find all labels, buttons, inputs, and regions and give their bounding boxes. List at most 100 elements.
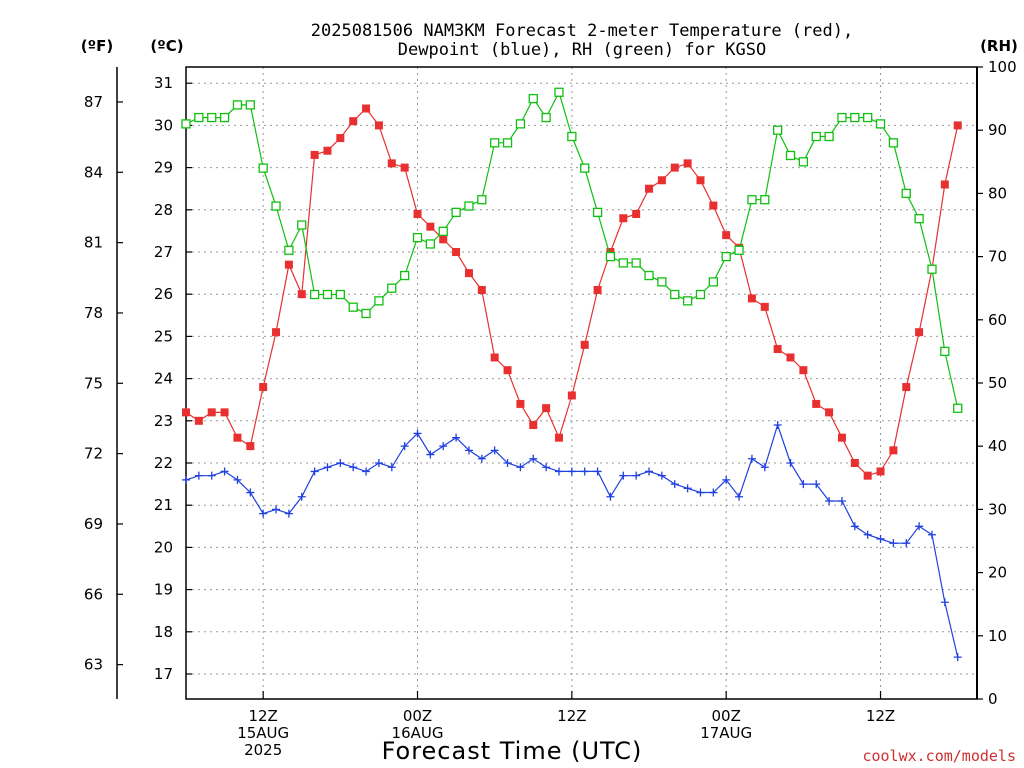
series-lines	[181, 87, 963, 662]
celsius-tick-label: 28	[154, 201, 173, 219]
dewpoint-point	[657, 471, 666, 480]
dewpoint-point	[542, 463, 551, 472]
rh-point	[824, 131, 834, 142]
rh-point	[940, 346, 950, 357]
chart-title-line1: 2025081506 NAM3KM Forecast 2-meter Tempe…	[311, 21, 853, 41]
temperature-point	[850, 459, 859, 467]
dewpoint-point	[786, 459, 795, 467]
rh-point	[708, 277, 718, 287]
temperature-point	[336, 134, 345, 143]
grid-lines	[186, 67, 977, 699]
temperature-point	[516, 399, 525, 408]
temperature-point	[477, 285, 486, 294]
dewpoint-point	[580, 467, 589, 476]
dewpoint-point	[362, 467, 371, 476]
rh-point	[194, 112, 204, 123]
dewpoint-point	[374, 459, 383, 467]
dewpoint-point	[246, 488, 255, 497]
dewpoint-point	[400, 442, 409, 451]
dewpoint-point	[747, 454, 756, 463]
rh-point	[734, 245, 744, 255]
temperature-point	[452, 248, 461, 256]
temperature-point	[246, 442, 255, 451]
temperature-point	[645, 184, 654, 193]
fahrenheit-tick-label: 81	[84, 234, 103, 252]
dewpoint-point	[272, 505, 281, 514]
rh-point	[232, 100, 243, 110]
dewpoint-point	[722, 475, 731, 484]
dewpoint-point	[490, 446, 499, 455]
dewpoint-point	[439, 442, 448, 451]
rh-point	[374, 296, 384, 306]
temperature-point	[709, 201, 718, 210]
celsius-tick-label: 22	[154, 454, 173, 472]
rh-point	[502, 138, 513, 148]
dewpoint-point	[593, 467, 602, 476]
rh-point	[438, 226, 448, 236]
celsius-tick-label: 20	[154, 538, 173, 556]
x-tick-label: 17AUG	[700, 724, 752, 742]
dewpoint-point	[709, 488, 718, 497]
temperature-point	[233, 433, 242, 442]
dewpoint-point	[336, 459, 345, 467]
temperature-point	[915, 328, 924, 337]
rh-point	[618, 258, 628, 268]
fahrenheit-tick-label: 75	[84, 374, 103, 392]
temperature-point	[657, 176, 666, 185]
rh-tick-label: 40	[988, 437, 1007, 455]
rh-tick-label: 50	[988, 374, 1007, 392]
temperature-point	[889, 446, 898, 455]
temperature-point	[490, 353, 499, 362]
dewpoint-point	[567, 467, 576, 476]
rh-point	[541, 112, 551, 123]
temperature-point	[747, 294, 756, 303]
dewpoint-point	[323, 463, 332, 472]
rh-point	[412, 232, 423, 243]
temperature-point	[863, 471, 872, 480]
rh-point	[451, 207, 461, 218]
dewpoint-point	[760, 463, 769, 472]
temperature-point	[567, 391, 576, 400]
dewpoint-point	[233, 475, 242, 484]
temperature-point	[554, 433, 563, 442]
dewpoint-point	[310, 467, 319, 476]
temperature-point	[259, 383, 268, 392]
rh-point	[425, 239, 436, 249]
celsius-tick-label: 25	[154, 327, 173, 345]
temperature-point	[683, 159, 692, 168]
rh-point	[863, 112, 873, 123]
x-tick-label: 16AUG	[392, 724, 444, 742]
rh-point	[387, 283, 397, 293]
temperature-point	[786, 353, 795, 362]
temperature-point	[323, 146, 332, 155]
dewpoint-point	[632, 471, 641, 480]
rh-tick-label: 20	[988, 564, 1007, 582]
rh-point	[760, 195, 770, 205]
temperature-point	[902, 383, 911, 392]
rh-point	[245, 100, 255, 110]
rh-point	[772, 125, 783, 135]
dewpoint-point	[464, 446, 473, 455]
fahrenheit-tick-label: 78	[84, 304, 103, 322]
temperature-point	[310, 150, 319, 159]
temperature-point	[464, 269, 473, 278]
dewpoint-point	[696, 488, 705, 497]
celsius-tick-label: 27	[154, 243, 173, 261]
dewpoint-point	[529, 454, 538, 463]
temperature-point	[722, 231, 731, 240]
fahrenheit-tick-label: 63	[84, 656, 103, 674]
rh-tick-label: 90	[988, 121, 1007, 139]
fahrenheit-tick-label: 66	[84, 585, 103, 603]
rh-point	[953, 403, 963, 413]
rh-point	[901, 188, 911, 199]
temperature-point	[580, 340, 589, 349]
temperature-point	[207, 408, 216, 417]
temperature-point	[837, 433, 846, 442]
fahrenheit-tick-label: 84	[84, 163, 103, 181]
rh-point	[477, 195, 487, 205]
rh-point	[309, 289, 320, 300]
celsius-tick-label: 30	[154, 116, 173, 134]
x-tick-label: 12Z	[866, 707, 895, 725]
temperature-point	[362, 104, 371, 113]
dewpoint-point	[297, 492, 306, 501]
